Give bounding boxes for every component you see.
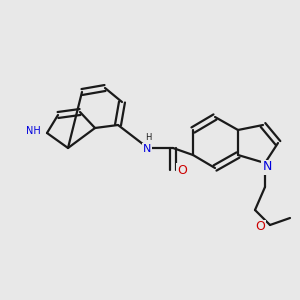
Text: H: H [145,134,151,142]
Text: N: N [143,144,151,154]
Text: NH: NH [26,126,41,136]
Text: O: O [177,164,187,176]
Text: O: O [255,220,265,233]
Text: N: N [262,160,272,173]
